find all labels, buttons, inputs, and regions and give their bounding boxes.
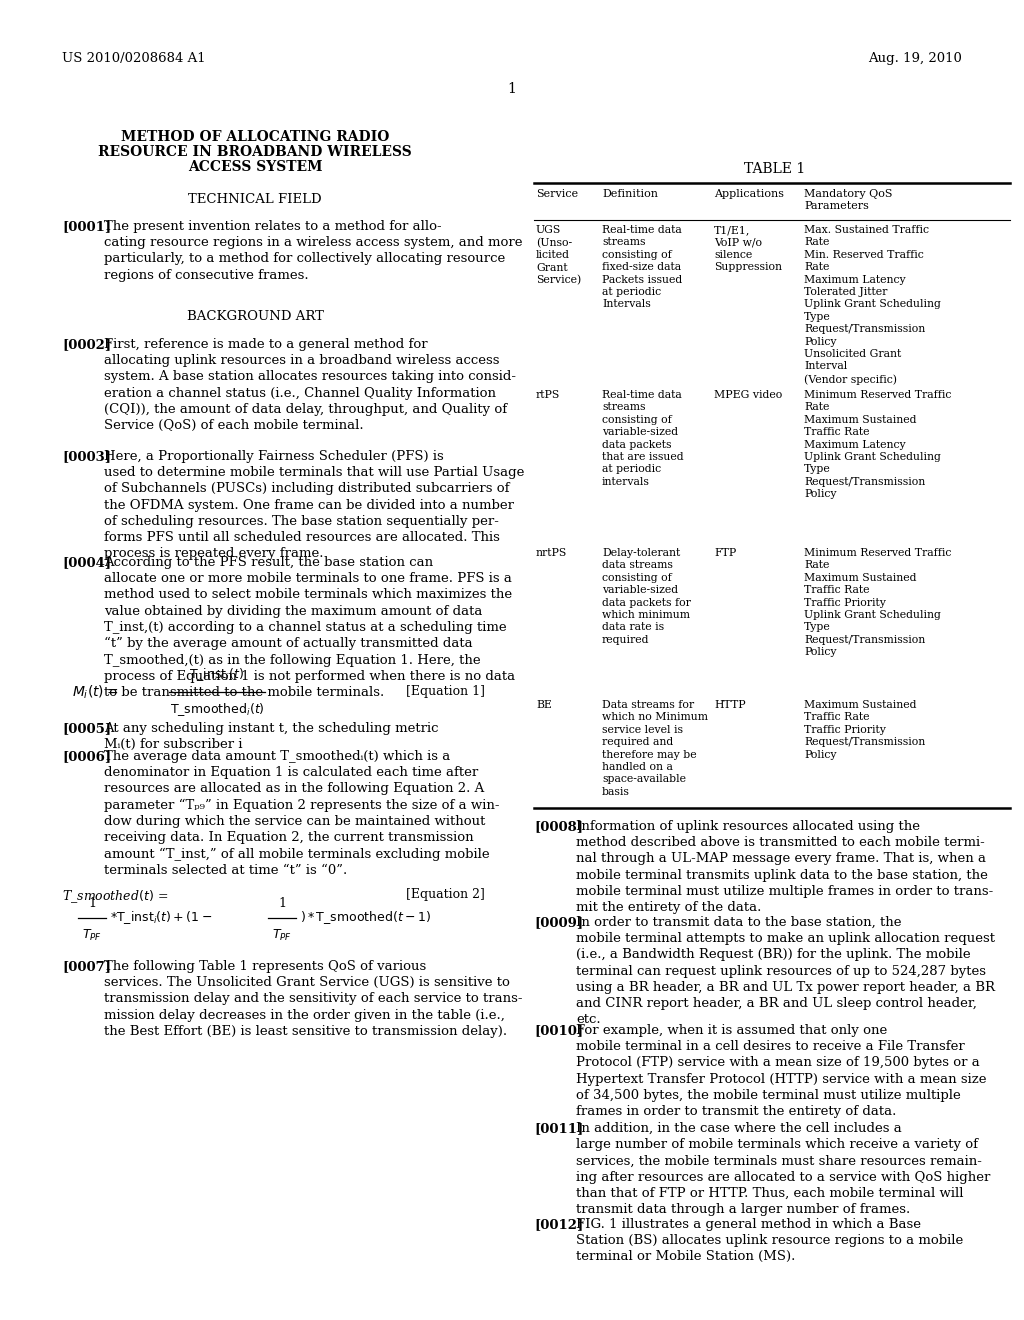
Text: Delay-tolerant
data streams
consisting of
variable-sized
data packets for
which : Delay-tolerant data streams consisting o…: [602, 548, 691, 644]
Text: Applications: Applications: [714, 189, 784, 199]
Text: [0001]: [0001]: [62, 220, 112, 234]
Text: [0005]: [0005]: [62, 722, 112, 735]
Text: T1/E1,
VoIP w/o
silence
Suppression: T1/E1, VoIP w/o silence Suppression: [714, 224, 782, 272]
Text: At any scheduling instant t, the scheduling metric
Mᵢ(t) for subscriber i: At any scheduling instant t, the schedul…: [104, 722, 438, 751]
Text: [0009]: [0009]: [534, 916, 583, 929]
Text: T_smoothed$(t)$ =: T_smoothed$(t)$ =: [62, 888, 168, 904]
Text: $\mathrm{T\_smoothed}_i(t)$: $\mathrm{T\_smoothed}_i(t)$: [170, 701, 264, 718]
Text: Max. Sustained Traffic
Rate
Min. Reserved Traffic
Rate
Maximum Latency
Tolerated: Max. Sustained Traffic Rate Min. Reserve…: [804, 224, 941, 384]
Text: [0002]: [0002]: [62, 338, 112, 351]
Text: Minimum Reserved Traffic
Rate
Maximum Sustained
Traffic Rate
Traffic Priority
Up: Minimum Reserved Traffic Rate Maximum Su…: [804, 548, 951, 657]
Text: UGS
(Unso-
licited
Grant
Service): UGS (Unso- licited Grant Service): [536, 224, 582, 285]
Text: Minimum Reserved Traffic
Rate
Maximum Sustained
Traffic Rate
Maximum Latency
Upl: Minimum Reserved Traffic Rate Maximum Su…: [804, 389, 951, 499]
Text: Real-time data
streams
consisting of
fixed-size data
Packets issued
at periodic
: Real-time data streams consisting of fix…: [602, 224, 682, 309]
Text: Maximum Sustained
Traffic Rate
Traffic Priority
Request/Transmission
Policy: Maximum Sustained Traffic Rate Traffic P…: [804, 700, 926, 759]
Text: BE: BE: [536, 700, 552, 710]
Text: The present invention relates to a method for allo-
cating resource regions in a: The present invention relates to a metho…: [104, 220, 522, 281]
Text: Definition: Definition: [602, 189, 658, 199]
Text: In order to transmit data to the base station, the
mobile terminal attempts to m: In order to transmit data to the base st…: [575, 916, 995, 1026]
Text: Aug. 19, 2010: Aug. 19, 2010: [868, 51, 962, 65]
Text: nrtPS: nrtPS: [536, 548, 567, 558]
Text: Information of uplink resources allocated using the
method described above is tr: Information of uplink resources allocate…: [575, 820, 993, 913]
Text: [0011]: [0011]: [534, 1122, 584, 1135]
Text: The average data amount T_smoothedᵢ(t) which is a
denominator in Equation 1 is c: The average data amount T_smoothedᵢ(t) w…: [104, 750, 500, 876]
Text: RESOURCE IN BROADBAND WIRELESS: RESOURCE IN BROADBAND WIRELESS: [98, 145, 412, 158]
Text: Real-time data
streams
consisting of
variable-sized
data packets
that are issued: Real-time data streams consisting of var…: [602, 389, 684, 487]
Text: Service: Service: [536, 189, 579, 199]
Text: Data streams for
which no Minimum
service level is
required and
therefore may be: Data streams for which no Minimum servic…: [602, 700, 708, 797]
Text: $)*\mathrm{T\_smoothed}(t-1)$: $)*\mathrm{T\_smoothed}(t-1)$: [300, 909, 431, 927]
Text: [0007]: [0007]: [62, 960, 111, 973]
Text: [0004]: [0004]: [62, 556, 112, 569]
Text: $\mathrm{T\_inst}_i(t)$: $\mathrm{T\_inst}_i(t)$: [189, 667, 245, 682]
Text: 1: 1: [508, 82, 516, 96]
Text: In addition, in the case where the cell includes a
large number of mobile termin: In addition, in the case where the cell …: [575, 1122, 990, 1216]
Text: The following Table 1 represents QoS of various
services. The Unsolicited Grant : The following Table 1 represents QoS of …: [104, 960, 522, 1038]
Text: [0008]: [0008]: [534, 820, 583, 833]
Text: MPEG video: MPEG video: [714, 389, 782, 400]
Text: 1: 1: [278, 898, 286, 909]
Text: [0003]: [0003]: [62, 450, 111, 463]
Text: BACKGROUND ART: BACKGROUND ART: [186, 310, 324, 323]
Text: $M_i(t) =$: $M_i(t) =$: [72, 684, 118, 701]
Text: $T_{PF}$: $T_{PF}$: [272, 928, 292, 942]
Text: US 2010/0208684 A1: US 2010/0208684 A1: [62, 51, 206, 65]
Text: Here, a Proportionally Fairness Scheduler (PFS) is
used to determine mobile term: Here, a Proportionally Fairness Schedule…: [104, 450, 524, 560]
Text: For example, when it is assumed that only one
mobile terminal in a cell desires : For example, when it is assumed that onl…: [575, 1024, 986, 1118]
Text: [Equation 2]: [Equation 2]: [407, 888, 485, 902]
Text: ACCESS SYSTEM: ACCESS SYSTEM: [187, 160, 323, 174]
Text: TABLE 1: TABLE 1: [744, 162, 806, 176]
Text: 1: 1: [88, 898, 96, 909]
Text: $T_{PF}$: $T_{PF}$: [82, 928, 102, 942]
Text: [0006]: [0006]: [62, 750, 112, 763]
Text: TECHNICAL FIELD: TECHNICAL FIELD: [188, 193, 322, 206]
Text: METHOD OF ALLOCATING RADIO: METHOD OF ALLOCATING RADIO: [121, 129, 389, 144]
Text: First, reference is made to a general method for
allocating uplink resources in : First, reference is made to a general me…: [104, 338, 516, 432]
Text: $*\mathrm{T\_inst}_i(t)+(1-$: $*\mathrm{T\_inst}_i(t)+(1-$: [110, 909, 212, 927]
Text: Mandatory QoS
Parameters: Mandatory QoS Parameters: [804, 189, 893, 211]
Text: [Equation 1]: [Equation 1]: [406, 685, 485, 698]
Text: HTTP: HTTP: [714, 700, 745, 710]
Text: rtPS: rtPS: [536, 389, 560, 400]
Text: [0012]: [0012]: [534, 1218, 584, 1232]
Text: FTP: FTP: [714, 548, 736, 558]
Text: According to the PFS result, the base station can
allocate one or more mobile te: According to the PFS result, the base st…: [104, 556, 515, 698]
Text: FIG. 1 illustrates a general method in which a Base
Station (BS) allocates uplin: FIG. 1 illustrates a general method in w…: [575, 1218, 964, 1263]
Text: [0010]: [0010]: [534, 1024, 583, 1038]
